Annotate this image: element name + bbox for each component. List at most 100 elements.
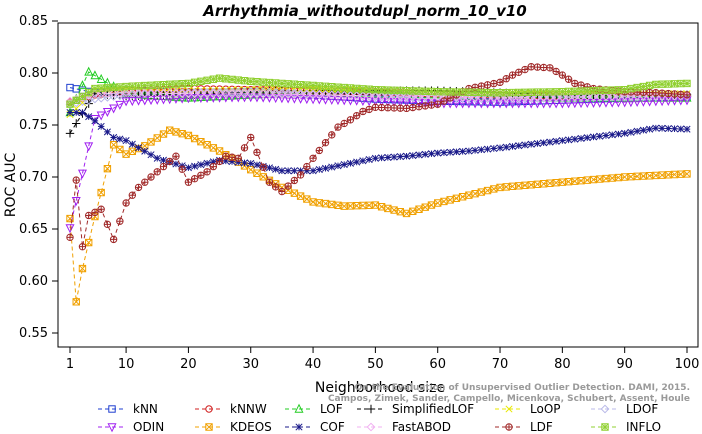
data-point-cof [359,157,367,165]
data-point-inflo [664,80,673,88]
data-point-ldf [322,139,329,146]
data-point-kdeos [502,183,510,191]
data-point-cof [284,167,292,175]
data-point-simplifiedlof [65,129,75,138]
data-point-fastabod [346,91,355,100]
data-point-kdeos [147,138,155,146]
legend-marker-inflo [601,423,609,431]
legend-item-lof: LOF [285,402,343,416]
data-point-fastabod [614,91,623,101]
data-point-odin [283,94,293,104]
y-tick-label: 0.75 [19,118,48,133]
data-point-ldf [185,179,192,186]
data-point-fastabod [115,88,125,98]
data-point-fastabod [551,92,561,102]
legend-label-fastabod: FastABOD [392,420,451,434]
data-point-lof [364,88,374,98]
data-point-fastabod [283,90,293,99]
data-point-inflo [446,88,454,96]
data-point-inflo [228,75,236,84]
data-point-odin [302,95,312,105]
data-point-inflo [620,85,629,94]
legend-item-kdeos: KDEOS [195,420,272,434]
data-point-ldf [85,212,92,219]
data-point-fastabod [402,91,411,101]
data-point-ldf [346,116,355,124]
data-point-inflo [122,82,130,91]
data-point-kdeos [683,170,691,178]
data-point-ldf [191,175,198,182]
data-point-fastabod [227,89,237,99]
data-point-ldf [260,164,267,171]
data-point-ldf [210,163,217,170]
data-point-fastabod [464,93,474,102]
data-point-cof [546,138,554,146]
series-line-odin [69,96,688,229]
data-point-ldf [677,91,684,98]
data-point-inflo [527,88,535,96]
data-point-fastabod [489,93,499,103]
data-point-ldf [552,67,560,76]
data-point-cof [197,161,205,169]
data-point-cof [371,154,379,162]
data-point-kdeos [72,298,80,306]
data-point-fastabod [589,91,598,101]
data-point-cof [247,159,255,168]
data-point-kdeos [215,147,224,155]
data-point-inflo [72,96,80,104]
data-point-ldof [277,88,287,98]
data-point-fastabod [102,88,112,98]
data-point-ldf [321,138,330,147]
data-point-cof [502,143,510,151]
data-point-kdeos [458,193,467,201]
data-point-inflo [271,79,280,87]
data-point-odin [545,99,555,109]
data-point-ldf [428,101,435,109]
data-point-fastabod [190,89,200,99]
data-point-ldf [577,81,585,89]
data-point-ldf [116,217,124,225]
data-point-cof [309,167,317,175]
data-point-ldf [253,148,261,157]
data-point-ldof [221,87,231,97]
data-point-odin [190,94,200,104]
data-point-kdeos [97,188,105,197]
x-tick-label: 60 [429,357,446,372]
data-point-odin [296,94,306,104]
data-point-fastabod [370,91,380,101]
data-point-cof [471,146,479,154]
data-point-fastabod [364,91,374,101]
data-point-inflo [134,82,143,90]
data-point-ldf [509,71,516,79]
data-point-inflo [596,86,604,95]
data-point-kdeos [84,238,93,247]
data-point-ldf [352,111,361,120]
data-point-cof [290,167,298,175]
data-point-kdeos [122,150,130,158]
legend-label-ldof: LDOF [626,402,658,416]
data-point-ldf [671,90,678,98]
data-point-odin [377,97,387,107]
data-point-odin [426,99,436,109]
data-point-kdeos [415,205,423,213]
data-point-cof [384,153,392,162]
data-point-inflo [197,77,205,86]
legend-item-simplifiedlof: SimplifiedLOF [357,402,474,416]
data-point-kdeos [78,264,87,273]
data-point-fastabod [663,91,673,101]
data-point-ldf [172,152,180,160]
data-point-inflo [346,84,355,92]
data-point-cof [515,142,523,150]
data-point-ldf [565,76,572,83]
data-point-ldf [340,119,348,128]
data-point-inflo [409,87,417,95]
data-point-kdeos [396,208,405,216]
data-point-kdeos [197,137,205,146]
data-point-inflo [645,81,654,90]
data-point-ldf [296,171,305,179]
data-point-cof [589,133,598,141]
data-point-fastabod [414,92,424,102]
data-point-ldof [283,88,293,98]
data-point-kdeos [166,126,174,134]
data-point-cof [303,167,311,175]
